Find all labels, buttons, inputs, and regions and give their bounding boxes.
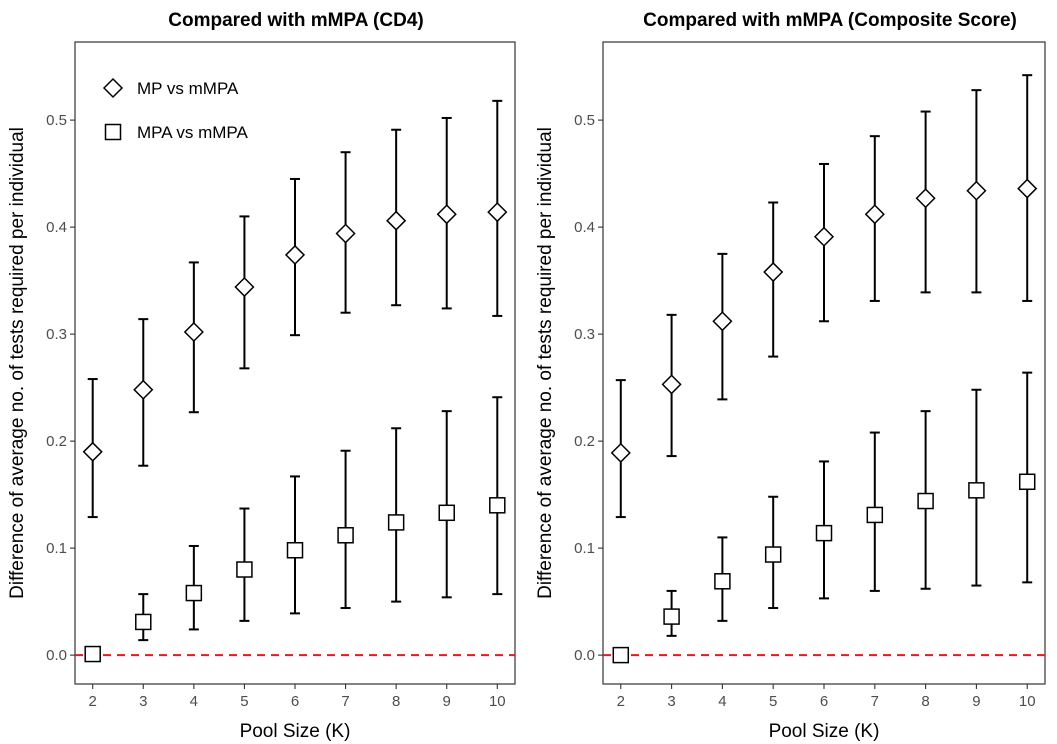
y-tick-label: 0.0: [574, 647, 595, 664]
data-point-diamond: [610, 442, 631, 463]
legend-label: MP vs mMPA: [137, 79, 239, 98]
data-point-square: [438, 504, 455, 522]
data-point-square: [489, 497, 506, 514]
y-tick-label: 0.2: [46, 433, 67, 450]
data-point-diamond: [763, 261, 784, 283]
x-tick-label: 10: [489, 693, 506, 710]
data-point-square: [968, 482, 985, 499]
x-tick-label: 9: [443, 693, 451, 710]
data-point-square: [917, 492, 934, 510]
data-point-diamond: [82, 441, 103, 462]
x-tick-label: 2: [89, 693, 97, 710]
legend-key-diamond: [102, 77, 124, 99]
y-axis-title: Difference of average no. of tests requi…: [7, 127, 28, 599]
data-point-square: [663, 608, 680, 625]
y-tick-label: 0.4: [574, 219, 595, 236]
y-tick-label: 0.3: [46, 326, 67, 343]
series-square: [612, 371, 1036, 664]
data-point-square: [337, 527, 354, 544]
chart-title: Compared with mMPA (CD4): [168, 10, 423, 31]
x-axis-title: Pool Size (K): [240, 721, 351, 742]
x-tick-label: 6: [820, 693, 828, 710]
data-point-diamond: [183, 321, 204, 343]
chart-panel-2: Compared with mMPA (Composite Score) 0.0 0…: [535, 10, 1046, 742]
data-point-diamond: [335, 223, 356, 244]
chart-title: Compared with mMPA (Composite Score): [643, 10, 1017, 31]
data-point-square: [764, 546, 782, 563]
legend-key-square: [104, 123, 122, 141]
x-axis-title: Pool Size (K): [769, 721, 880, 742]
data-point-diamond: [234, 276, 255, 298]
legend-label: MPA vs mMPA: [137, 123, 248, 142]
data-point-square: [714, 573, 731, 590]
series-diamond: [610, 74, 1038, 519]
data-point-diamond: [487, 202, 508, 223]
y-axis-title: Difference of average no. of tests requi…: [535, 127, 556, 599]
data-point-square: [815, 524, 833, 542]
x-tick-label: 5: [240, 693, 248, 710]
data-point-square: [1018, 473, 1036, 491]
chart-panel-1: Compared with mMPA (CD4) 0.0 0.1 0.2 0.3 0.4 0…: [7, 10, 516, 742]
y-tick-label: 0.1: [46, 540, 67, 557]
x-tick-label: 7: [341, 693, 349, 710]
data-point-diamond: [1017, 178, 1038, 199]
x-tick-label: 2: [617, 693, 625, 710]
data-point-diamond: [915, 188, 936, 209]
y-tick-label: 0.0: [46, 647, 67, 664]
data-point-diamond: [661, 374, 682, 395]
y-tick-label: 0.5: [574, 112, 595, 129]
x-tick-label: 7: [871, 693, 879, 710]
x-tick-label: 9: [972, 693, 980, 710]
x-tick-label: 6: [291, 693, 299, 710]
data-point-diamond: [864, 204, 885, 225]
y-tick-label: 0.1: [574, 540, 595, 557]
legend: MP vs mMPA MPA vs mMPA: [102, 77, 248, 142]
data-point-diamond: [386, 210, 407, 231]
data-point-square: [185, 584, 203, 602]
series-square: [84, 396, 506, 663]
y-tick-label: 0.2: [574, 433, 595, 450]
y-tick-label: 0.3: [574, 326, 595, 343]
series-diamond: [82, 99, 508, 519]
x-tick-label: 10: [1019, 693, 1036, 710]
data-point-square: [135, 613, 152, 631]
x-tick-label: 4: [190, 693, 198, 710]
data-point-diamond: [712, 311, 733, 332]
x-tick-label: 5: [769, 693, 777, 710]
data-point-square: [286, 542, 304, 559]
data-point-square: [84, 645, 101, 663]
data-point-square: [866, 506, 884, 524]
data-point-diamond: [813, 226, 835, 247]
x-tick-label: 4: [718, 693, 726, 710]
data-point-square: [236, 561, 253, 578]
data-point-diamond: [284, 244, 306, 265]
data-point-diamond: [436, 204, 457, 225]
x-tick-label: 8: [921, 693, 929, 710]
x-tick-label: 3: [667, 693, 675, 710]
data-point-diamond: [133, 379, 154, 400]
x-tick-label: 8: [392, 693, 400, 710]
data-point-square: [387, 514, 405, 531]
y-tick-label: 0.4: [46, 219, 67, 236]
data-point-square: [612, 646, 630, 664]
x-tick-label: 3: [139, 693, 147, 710]
y-tick-label: 0.5: [46, 112, 67, 129]
data-point-diamond: [966, 180, 987, 201]
